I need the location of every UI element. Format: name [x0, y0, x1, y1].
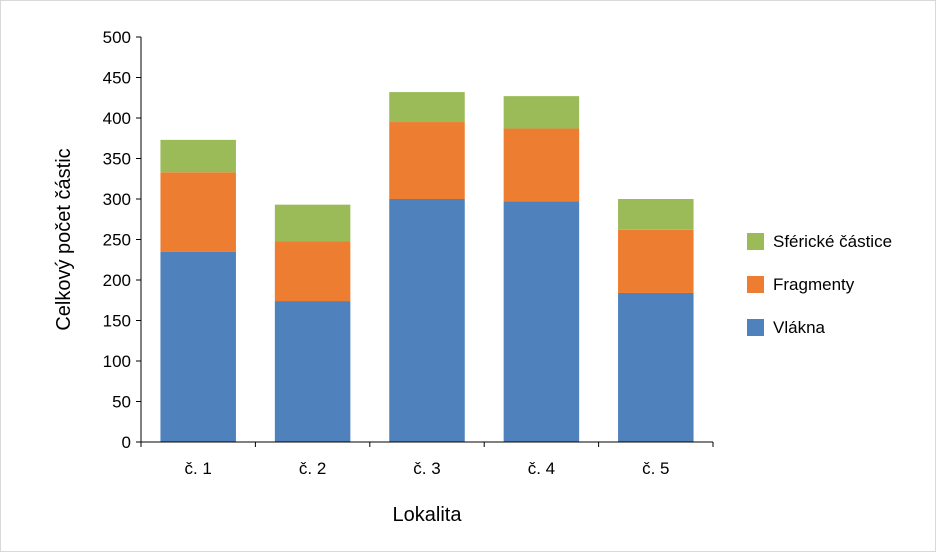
y-tick-label: 200	[103, 271, 131, 290]
bar-segment	[274, 301, 351, 442]
y-tick-label: 300	[103, 190, 131, 209]
x-tick-label: č. 5	[642, 459, 669, 478]
y-tick-label: 150	[103, 312, 131, 331]
y-tick-label: 450	[103, 69, 131, 88]
bar-segment	[503, 96, 580, 129]
y-tick-label: 100	[103, 352, 131, 371]
legend-swatch	[747, 319, 764, 336]
bar-segment	[618, 229, 694, 293]
bar-segment	[160, 172, 236, 252]
x-tick-label: č. 3	[413, 459, 440, 478]
legend-label: Fragmenty	[773, 275, 855, 294]
y-tick-label: 400	[103, 109, 131, 128]
legend: Sférické částice Fragmenty Vlákna	[747, 232, 892, 337]
legend-swatch	[747, 233, 764, 250]
x-axis-title: Lokalita	[393, 504, 463, 526]
bar-segment	[618, 199, 694, 230]
x-tick-label: č. 4	[528, 459, 555, 478]
plot-area	[160, 92, 694, 442]
x-tick-label: č. 2	[299, 459, 326, 478]
legend-label: Sférické částice	[773, 232, 892, 251]
x-tick-label: č. 1	[184, 459, 211, 478]
y-tick-label: 0	[122, 433, 131, 452]
y-tick-label: 250	[103, 231, 131, 250]
bar-segment	[618, 292, 694, 442]
y-axis-title: Celkový počet částic	[53, 148, 75, 330]
y-axis-ticks: 0 50 100 150 200 250 300 350 400 450 500	[103, 28, 141, 452]
y-tick-label: 350	[103, 150, 131, 169]
bar-segment	[274, 204, 351, 242]
x-axis-ticks: č. 1 č. 2 č. 3 č. 4 č. 5	[140, 442, 714, 478]
y-tick-label: 500	[103, 28, 131, 47]
bar-segment	[389, 92, 465, 123]
bar-segment	[389, 122, 465, 199]
bar-segment	[160, 139, 236, 173]
bar-segment	[503, 128, 580, 202]
bar-segment	[160, 251, 236, 442]
bar-segment	[274, 241, 351, 302]
bar-segment	[389, 199, 465, 442]
legend-swatch	[747, 276, 764, 293]
legend-label: Vlákna	[773, 318, 826, 337]
y-tick-label: 50	[112, 393, 131, 412]
bar-segment	[503, 201, 580, 442]
